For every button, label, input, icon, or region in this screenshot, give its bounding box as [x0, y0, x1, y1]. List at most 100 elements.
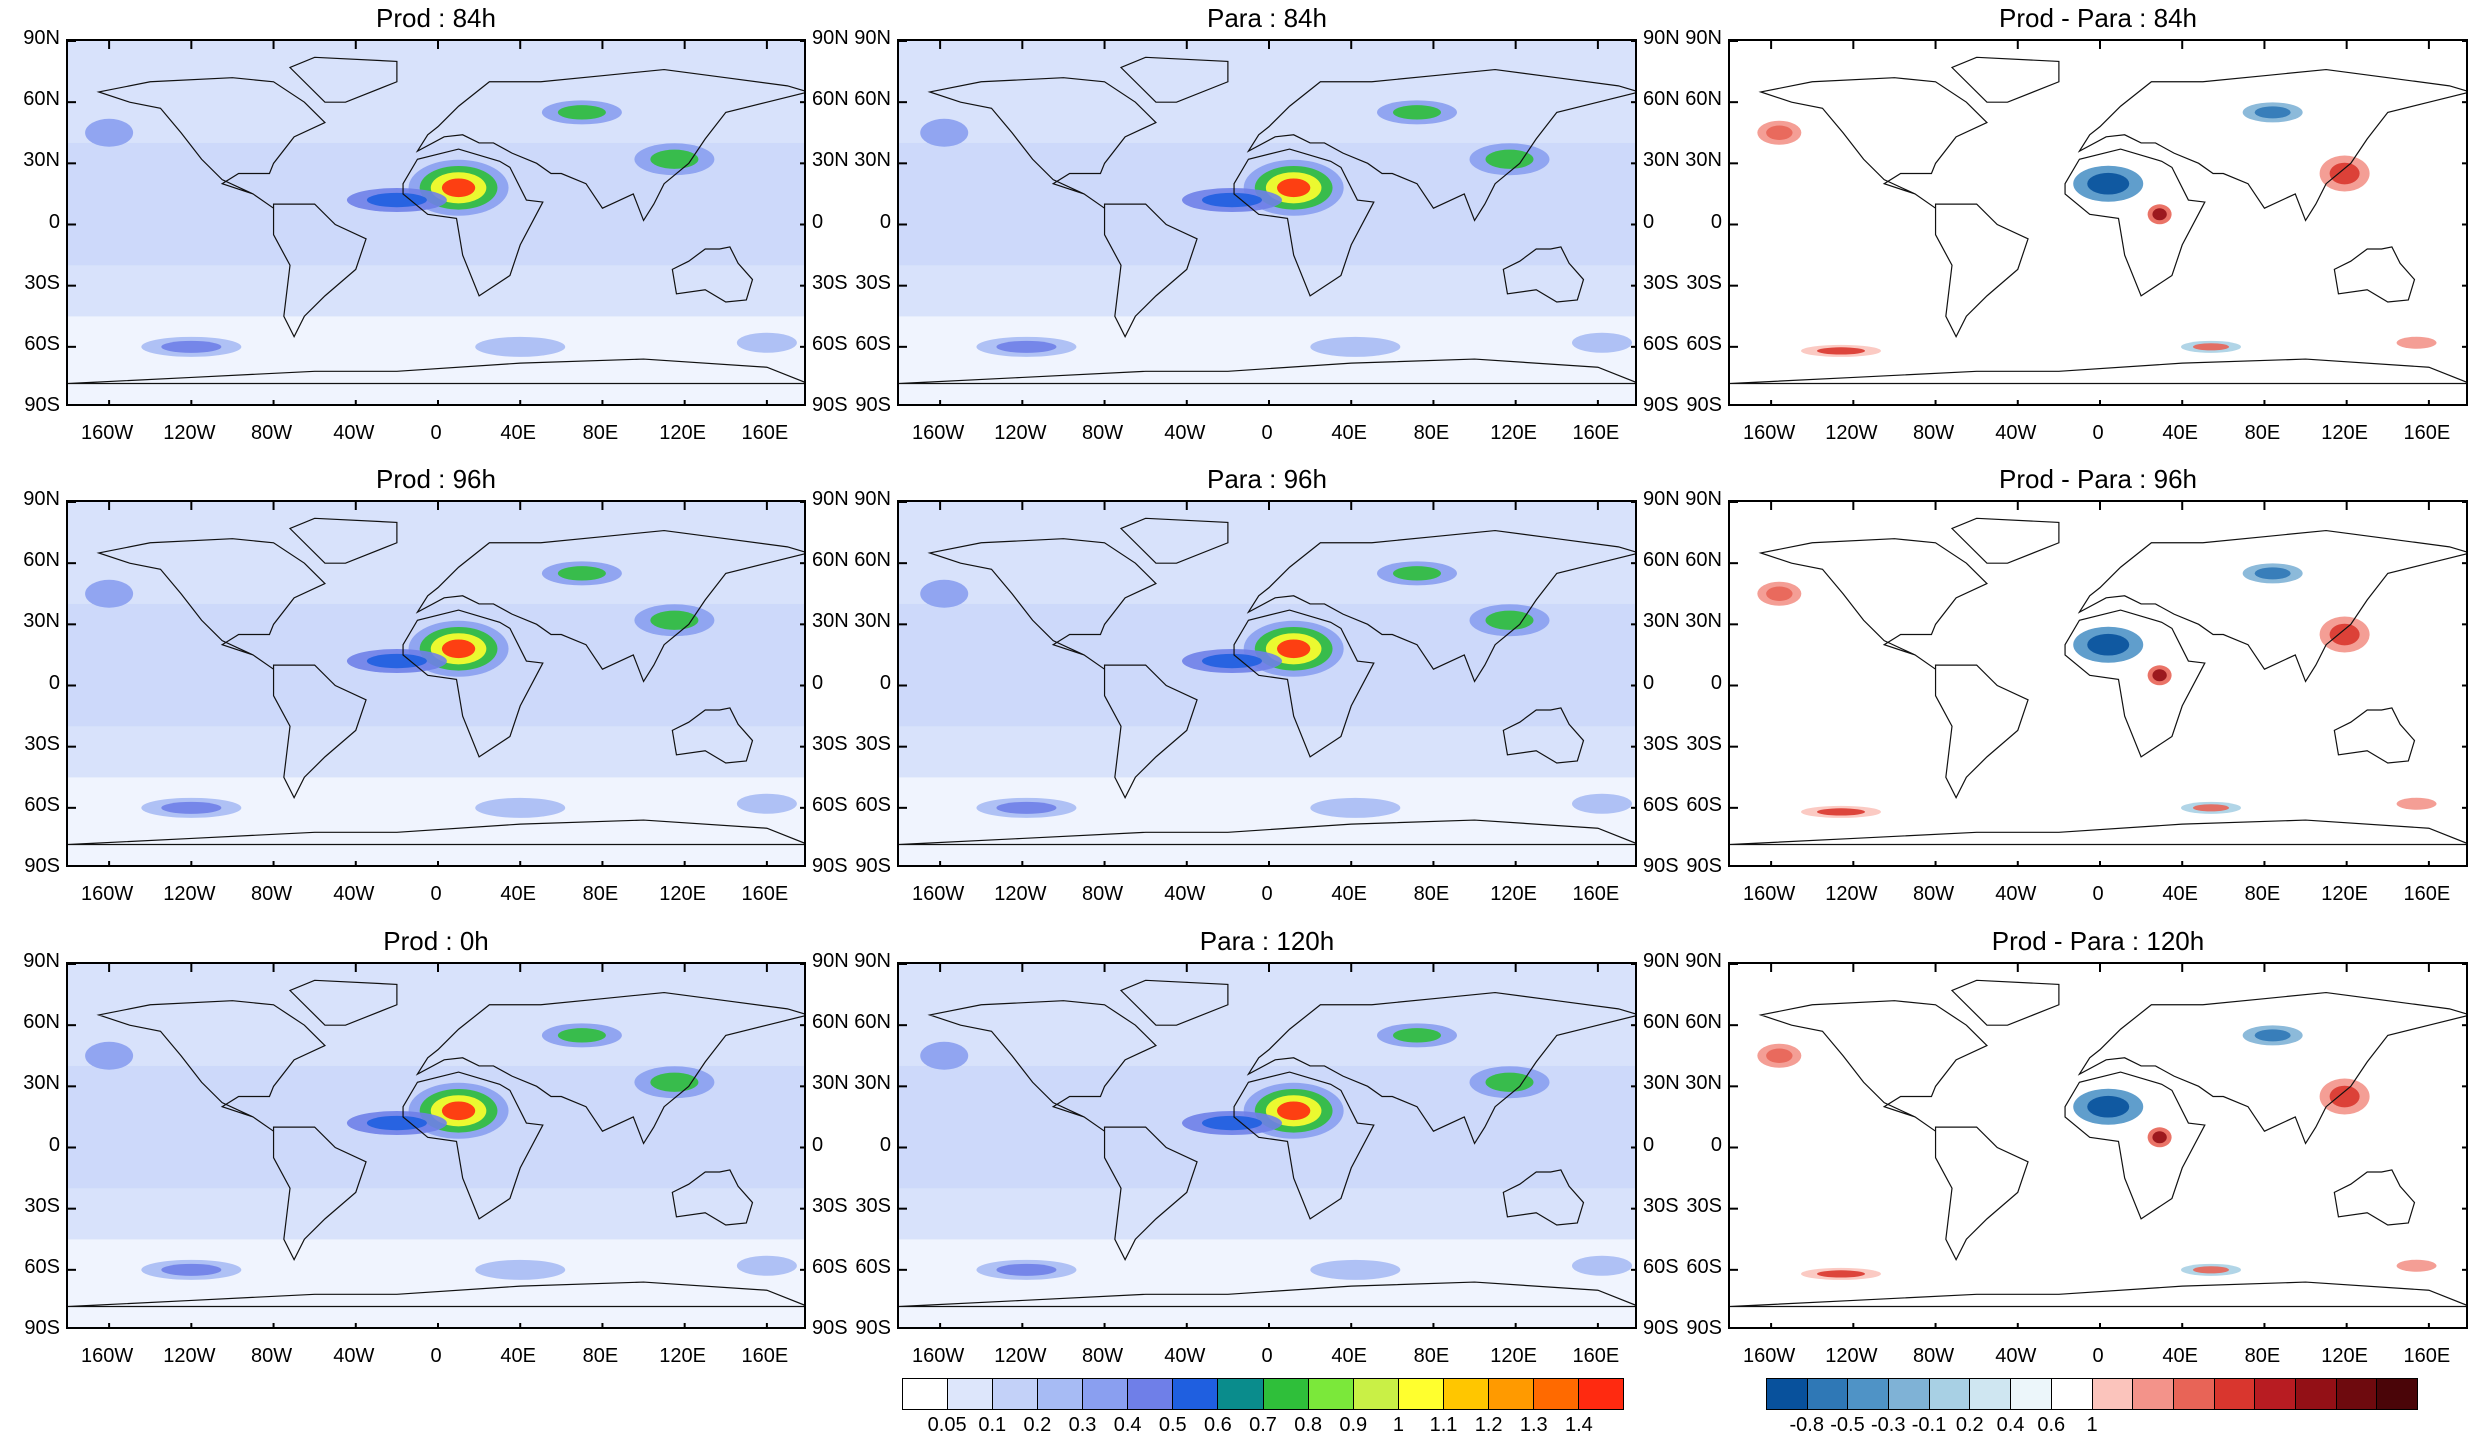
coastline	[1950, 56, 2060, 103]
lon-label: 120W	[994, 1345, 1047, 1367]
coastline	[402, 148, 544, 297]
concentration-contour	[475, 336, 566, 357]
coastline	[899, 819, 1635, 846]
concentration-contour	[2396, 336, 2437, 349]
concentration-contour	[996, 801, 1057, 814]
value-band	[68, 316, 804, 404]
concentration-contour	[2152, 208, 2167, 221]
lon-label: 160E	[1572, 1345, 1620, 1367]
value-band	[899, 777, 1635, 865]
lat-label-right: 0	[812, 671, 824, 694]
lat-label: 0	[1710, 210, 1722, 233]
lat-label-right: 90S	[812, 394, 848, 416]
colorbar-label: 1	[1392, 1414, 1404, 1436]
colorbar-box	[2336, 1379, 2378, 1409]
map-canvas	[68, 964, 804, 1327]
concentration-contour	[557, 105, 606, 120]
lat-label: 90N	[854, 488, 891, 510]
lat-label: 0	[879, 210, 891, 233]
lon-label: 80W	[250, 1345, 293, 1367]
lon-label: 160W	[911, 422, 965, 444]
colorbar-box	[2295, 1379, 2337, 1409]
colorbar-box	[1038, 1379, 1084, 1409]
lon-label: 40W	[1995, 422, 2037, 444]
value-band	[899, 1239, 1635, 1327]
lon-label: 40W	[333, 422, 375, 444]
lon-label: 160W	[80, 883, 134, 905]
lat-label: 30S	[855, 732, 891, 755]
value-band	[899, 964, 1635, 1066]
coastline	[415, 529, 804, 683]
value-band	[68, 1239, 804, 1327]
lon-label: 120E	[2321, 1345, 2369, 1367]
lon-label: 80E	[1413, 883, 1450, 905]
colorbar-label: 1.4	[1564, 1414, 1593, 1436]
coastline	[402, 609, 544, 758]
coastline	[1103, 1126, 1198, 1261]
concentration-contour	[1310, 336, 1401, 357]
colorbar-label: -0.8	[1789, 1414, 1824, 1436]
concentration-contour	[736, 332, 797, 353]
lon-label: 160W	[911, 1345, 965, 1367]
lon-label: 160W	[80, 1345, 134, 1367]
colorbar-box	[2092, 1379, 2134, 1409]
concentration-contour	[2329, 623, 2360, 646]
lat-label-right: 60N	[1643, 88, 1680, 111]
lat-label: 60S	[24, 332, 60, 355]
value-band	[68, 726, 804, 778]
concentration-contour	[2087, 633, 2130, 656]
map-canvas	[899, 964, 1635, 1327]
lat-label: 60S	[855, 793, 891, 816]
concentration-contour	[1277, 178, 1311, 198]
lon-label: 80E	[2244, 422, 2281, 444]
colorbar-box	[2173, 1379, 2215, 1409]
coastline	[927, 1000, 1157, 1132]
coastline	[2333, 246, 2416, 303]
map-canvas	[899, 41, 1635, 404]
lon-label: 40E	[2162, 422, 2199, 444]
lat-label: 30S	[855, 1194, 891, 1217]
colorbar-box	[1807, 1379, 1849, 1409]
lat-label-right: 0	[812, 210, 824, 233]
concentration-contour	[920, 118, 969, 147]
lat-label: 60N	[1685, 549, 1722, 572]
lon-label: 80W	[250, 422, 293, 444]
coastline	[272, 1126, 367, 1261]
concentration-contour	[996, 340, 1057, 353]
lat-label: 90S	[1686, 855, 1722, 877]
lon-label: 80W	[1081, 422, 1124, 444]
colorbar-label: 0.8	[1294, 1414, 1323, 1436]
lat-label-right: 90N	[1643, 27, 1680, 49]
lon-label: 40E	[1331, 1345, 1368, 1367]
lon-label: 80W	[1081, 1345, 1124, 1367]
lat-label: 90S	[1686, 394, 1722, 416]
colorbar-label: 0.7	[1249, 1414, 1277, 1436]
lat-label-right: 0	[1643, 210, 1655, 233]
concentration-contour	[161, 1263, 222, 1276]
lon-label: 160E	[741, 883, 789, 905]
lon-label: 40E	[1331, 883, 1368, 905]
lon-label: 120W	[163, 883, 216, 905]
map-panel-2	[897, 39, 1637, 406]
concentration-contour	[2254, 1029, 2291, 1042]
colorbar-box	[2133, 1379, 2174, 1409]
concentration-contour	[1572, 793, 1632, 814]
coastline	[2064, 609, 2206, 758]
concentration-contour	[650, 149, 699, 169]
lat-label-right: 30N	[812, 610, 849, 633]
concentration-contour	[1572, 332, 1632, 353]
colorbar-label: 1.1	[1429, 1414, 1458, 1436]
lat-label: 90S	[24, 394, 60, 416]
concentration-contour	[1485, 1072, 1534, 1092]
lat-label-right: 30N	[1643, 149, 1680, 172]
panel-title: Para : 84h	[1207, 3, 1327, 33]
lon-label: 40E	[500, 883, 537, 905]
lon-label: 120W	[1825, 883, 1878, 905]
coastline	[288, 517, 398, 564]
lat-label: 30N	[23, 610, 60, 633]
concentration-contour	[1817, 808, 1865, 816]
coastline	[1246, 529, 1635, 683]
lat-label-right: 0	[1643, 671, 1655, 694]
lat-label: 90N	[1685, 27, 1722, 49]
value-band	[899, 265, 1635, 317]
